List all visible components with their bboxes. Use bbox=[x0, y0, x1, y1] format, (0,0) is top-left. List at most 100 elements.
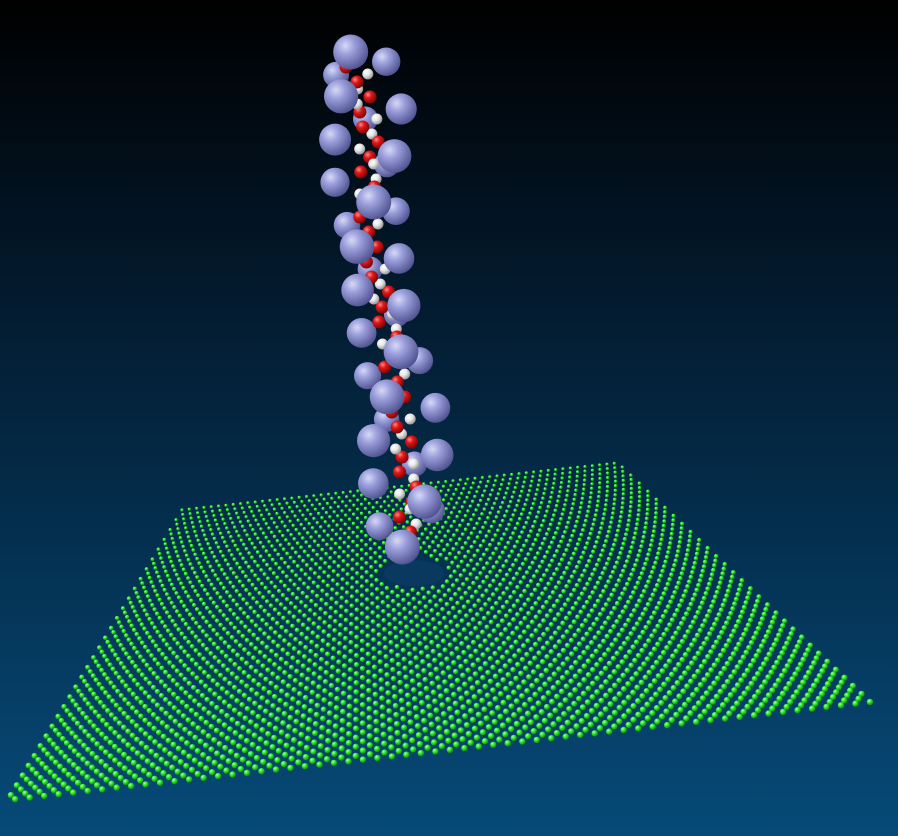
membrane-atom bbox=[169, 532, 173, 536]
membrane-atom bbox=[395, 593, 401, 599]
membrane-atom bbox=[385, 699, 392, 705]
membrane-atom bbox=[628, 612, 635, 619]
membrane-atom bbox=[510, 549, 515, 554]
membrane-atom bbox=[498, 568, 503, 574]
membrane-atom bbox=[279, 624, 285, 630]
membrane-atom bbox=[232, 730, 239, 736]
membrane-atom bbox=[804, 692, 811, 699]
membrane-atom bbox=[603, 602, 609, 608]
membrane-atom bbox=[384, 672, 390, 678]
membrane-atom bbox=[406, 642, 412, 648]
membrane-atom bbox=[180, 508, 184, 512]
membrane-atom bbox=[166, 551, 170, 555]
membrane-atom bbox=[670, 522, 675, 527]
membrane-atom bbox=[455, 623, 461, 629]
membrane-atom bbox=[721, 683, 728, 690]
membrane-atom bbox=[491, 565, 496, 570]
membrane-atom bbox=[747, 662, 754, 669]
membrane-atom bbox=[778, 627, 784, 634]
membrane-atom bbox=[628, 594, 634, 600]
membrane-atom bbox=[99, 685, 105, 692]
membrane-atom bbox=[292, 677, 299, 684]
membrane-atom bbox=[686, 543, 691, 548]
membrane-atom bbox=[341, 568, 346, 573]
membrane-atom bbox=[629, 473, 633, 477]
membrane-atom bbox=[598, 476, 602, 481]
membrane-atom bbox=[238, 552, 243, 556]
membrane-atom bbox=[507, 482, 511, 486]
membrane-atom bbox=[594, 540, 599, 545]
membrane-atom bbox=[520, 561, 526, 567]
membrane-atom bbox=[429, 608, 435, 613]
membrane-atom bbox=[484, 624, 490, 630]
membrane-atom bbox=[619, 546, 625, 551]
membrane-atom bbox=[179, 631, 185, 637]
membrane-atom bbox=[302, 613, 307, 618]
membrane-atom bbox=[640, 611, 646, 617]
membrane-atom bbox=[740, 708, 747, 715]
membrane-atom bbox=[426, 662, 433, 669]
membrane-atom bbox=[345, 758, 352, 765]
membrane-atom bbox=[199, 565, 204, 570]
membrane-atom bbox=[304, 735, 311, 742]
membrane-atom bbox=[717, 652, 724, 659]
membrane-atom bbox=[454, 487, 458, 492]
membrane-atom bbox=[148, 748, 155, 755]
membrane-atom bbox=[283, 701, 289, 708]
membrane-atom bbox=[481, 738, 489, 745]
membrane-atom bbox=[645, 512, 650, 516]
membrane-atom bbox=[408, 610, 413, 616]
membrane-atom bbox=[139, 640, 145, 646]
membrane-atom bbox=[622, 537, 627, 542]
membrane-atom bbox=[852, 700, 859, 707]
membrane-atom bbox=[383, 654, 389, 660]
membrane-atom bbox=[308, 698, 315, 705]
membrane-atom bbox=[303, 604, 309, 609]
membrane-atom bbox=[490, 592, 496, 597]
membrane-atom bbox=[403, 615, 408, 621]
membrane-atom bbox=[373, 745, 381, 753]
membrane-atom bbox=[687, 710, 694, 717]
membrane-atom bbox=[217, 527, 221, 531]
membrane-atom bbox=[275, 539, 280, 543]
membrane-atom bbox=[387, 504, 391, 508]
membrane-atom bbox=[293, 636, 299, 642]
membrane-atom bbox=[663, 609, 669, 615]
membrane-atom bbox=[705, 653, 711, 660]
membrane-atom bbox=[439, 629, 445, 635]
membrane-atom bbox=[523, 475, 528, 480]
membrane-atom bbox=[320, 516, 324, 520]
membrane-atom bbox=[294, 527, 299, 532]
membrane-atom bbox=[292, 582, 297, 587]
membrane-atom bbox=[624, 559, 630, 564]
membrane-atom bbox=[754, 707, 762, 714]
membrane-atom bbox=[242, 542, 246, 547]
membrane-atom bbox=[449, 511, 454, 515]
membrane-atom bbox=[211, 759, 218, 766]
membrane-atom bbox=[206, 560, 211, 565]
membrane-atom bbox=[178, 736, 185, 743]
membrane-atom bbox=[614, 650, 620, 657]
membrane-atom bbox=[164, 546, 169, 551]
membrane-atom bbox=[576, 465, 580, 469]
membrane-atom bbox=[348, 499, 352, 503]
membrane-atom bbox=[420, 532, 425, 537]
membrane-atom bbox=[413, 714, 420, 720]
membrane-atom bbox=[345, 739, 352, 747]
membrane-atom bbox=[717, 688, 724, 695]
membrane-atom bbox=[130, 746, 136, 753]
membrane-atom bbox=[518, 580, 524, 585]
membrane-atom bbox=[507, 658, 513, 664]
membrane-atom bbox=[295, 564, 300, 569]
membrane-atom bbox=[288, 664, 295, 670]
membrane-atom bbox=[585, 581, 590, 587]
membrane-atom bbox=[235, 743, 243, 750]
membrane-atom bbox=[33, 770, 40, 777]
membrane-atom bbox=[650, 664, 656, 671]
membrane-atom bbox=[673, 630, 679, 636]
membrane-atom bbox=[719, 629, 725, 636]
membrane-atom bbox=[304, 563, 310, 568]
membrane-atom bbox=[342, 645, 348, 651]
membrane-atom bbox=[584, 699, 591, 706]
membrane-atom bbox=[761, 611, 767, 617]
